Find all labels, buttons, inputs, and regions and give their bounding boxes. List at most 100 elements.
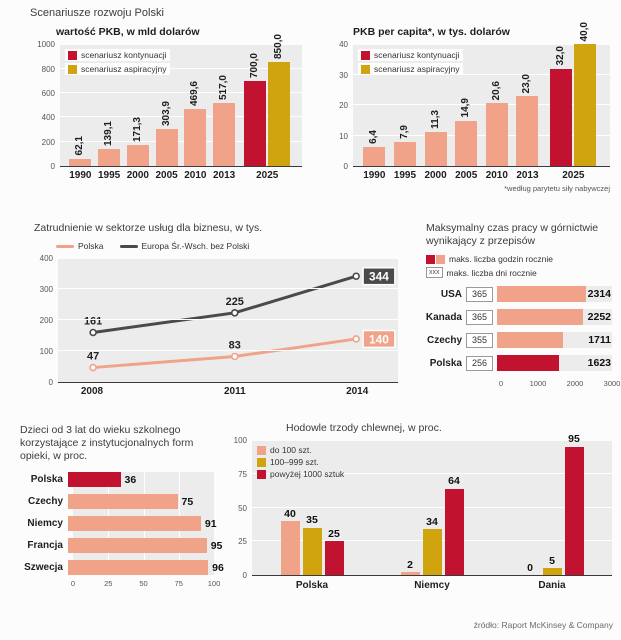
x-tick-label: 2000	[566, 379, 584, 389]
category-label: 2008	[80, 386, 104, 398]
bar: 25	[324, 529, 344, 576]
x-tick-label: 100	[207, 579, 221, 589]
country-label: Czechy	[27, 496, 63, 508]
legend-item: scenariusz aspiracyjny	[358, 63, 463, 76]
y-tick-label: 0	[242, 571, 247, 581]
plot-area: scenariusz kontynuacji scenariusz aspirac…	[60, 34, 302, 168]
childcare-row: Polska 36	[18, 472, 214, 488]
bar: 95	[564, 434, 584, 576]
bar-value-label: 91	[204, 517, 217, 530]
x-axis: Polska Niemcy Dania	[252, 580, 612, 591]
category-label: Niemcy	[414, 580, 450, 592]
end-value-badge	[362, 267, 396, 286]
bar-value-label: 40	[284, 507, 296, 520]
chart-gdp-per-capita: 40 30 20 10 0 scenariusz kontynuacji scenariu…	[327, 22, 610, 193]
gridline	[252, 506, 612, 508]
y-tick-label: 25	[238, 537, 247, 547]
bar-fill	[268, 62, 291, 167]
category-label: 1990	[363, 170, 386, 182]
y-tick-label: 1000	[37, 40, 55, 50]
category-label: 2010	[184, 170, 207, 182]
bar-fill	[485, 103, 508, 167]
plot-area: do 100 szt. 100–999 szt. powyżej 1000 sztu…	[252, 434, 612, 577]
chart-legend: scenariusz kontynuacji scenariusz aspirac…	[65, 49, 170, 76]
category-label: 2010	[485, 170, 508, 182]
y-tick-label: 0	[50, 162, 55, 172]
bar-groups: 6,4 7,9 11,3 14,9 20,6 23,0 32,0 40,0	[353, 22, 610, 167]
panel-gdp-total: wartość PKB, w mld dolarów 1000 800 600 400…	[30, 26, 302, 181]
bar-fill	[550, 68, 573, 167]
page-title: Scenariusze rozwoju Polski	[30, 7, 164, 19]
bar-fill	[444, 488, 464, 576]
chart-title-gdp-total: wartość PKB, w mld dolarów	[56, 26, 200, 38]
bar-track: 36	[68, 472, 214, 488]
bar-value-label: 25	[328, 527, 340, 540]
bar	[497, 355, 560, 372]
data-point	[230, 352, 239, 361]
legend-item: maks. liczba godzin rocznie	[426, 254, 553, 264]
bar-value-label: 32,0	[555, 46, 567, 66]
bar-fill	[393, 142, 416, 167]
bar: 5	[542, 556, 562, 576]
y-tick-label: 0	[343, 162, 348, 172]
x-axis: 0 1000 2000 3000	[499, 378, 620, 389]
y-tick-label: 40	[339, 40, 348, 50]
bar-track: 2314	[497, 286, 612, 303]
bar-fill	[69, 158, 92, 167]
x-axis: 0 25 50 75 100	[71, 578, 220, 589]
bar-track: 1623	[497, 355, 612, 372]
gridline	[353, 134, 610, 136]
x-tick-label: 50	[139, 579, 148, 589]
gridline	[353, 104, 610, 106]
line-series	[92, 337, 357, 370]
legend-item: Europa Śr.-Wsch. bez Polski	[119, 241, 249, 251]
bar-group: 517,0	[210, 75, 239, 167]
bar-value-label: 2	[407, 558, 413, 571]
bar: 6,4	[363, 130, 386, 167]
bar: 700,0	[244, 53, 267, 167]
chart-legend: do 100 szt. 100–999 szt. powyżej 1000 sztu…	[257, 445, 344, 479]
bar-value-label: 23,0	[521, 73, 533, 93]
end-value-badge	[362, 329, 396, 349]
bar-fill	[98, 149, 121, 167]
category-label: Polska	[295, 580, 329, 592]
y-tick-label: 50	[238, 503, 247, 513]
y-tick-label: 800	[41, 64, 55, 74]
bar-value-label: 64	[448, 475, 460, 488]
category-label: 2000	[424, 170, 447, 182]
bar: 14,9	[455, 98, 478, 167]
bar: 40,0	[574, 22, 597, 167]
country-label: USA	[440, 288, 462, 300]
bar-track: 96	[68, 560, 224, 576]
chart-childcare: Polska 36 Czechy 75 Niemcy 91 Francja 95 Szwecja…	[18, 472, 224, 576]
bar: 469,6	[184, 81, 207, 167]
bar-value-label: 5	[549, 554, 555, 567]
days-value: 365	[466, 309, 493, 325]
bar: 303,9	[155, 101, 178, 167]
bar: 7,9	[393, 125, 416, 167]
bar-group: 0 5 95	[492, 434, 612, 576]
bar-value-label: 171,3	[131, 117, 143, 143]
y-tick-label: 400	[39, 254, 53, 264]
category-label: 2000	[126, 170, 149, 182]
bar-value-label: 75	[181, 495, 194, 508]
legend-label: scenariusz aspiracyjny	[81, 64, 167, 75]
bar-fill	[280, 521, 300, 576]
bar: 64	[444, 476, 464, 576]
bar-value-label: 0	[527, 561, 533, 574]
childcare-row: Szwecja 96	[18, 560, 224, 576]
y-tick-label: 30	[339, 70, 348, 80]
gridline	[60, 67, 302, 69]
legend-swatch	[361, 64, 370, 74]
gridline	[60, 140, 302, 142]
bar-value-label: 14,9	[460, 98, 472, 118]
data-point	[230, 309, 239, 317]
x-tick-label: 75	[174, 579, 183, 589]
legend-swatch	[361, 50, 370, 60]
bar-track: 2252	[497, 309, 612, 326]
bar-group: 62,1	[66, 136, 95, 167]
x-axis: 1990 1995 2000 2005 2010 2013 2025	[353, 170, 610, 181]
bar-group: 6,4	[359, 130, 390, 167]
y-tick-label: 10	[339, 131, 348, 141]
legend-days-box: xxx	[426, 267, 443, 279]
